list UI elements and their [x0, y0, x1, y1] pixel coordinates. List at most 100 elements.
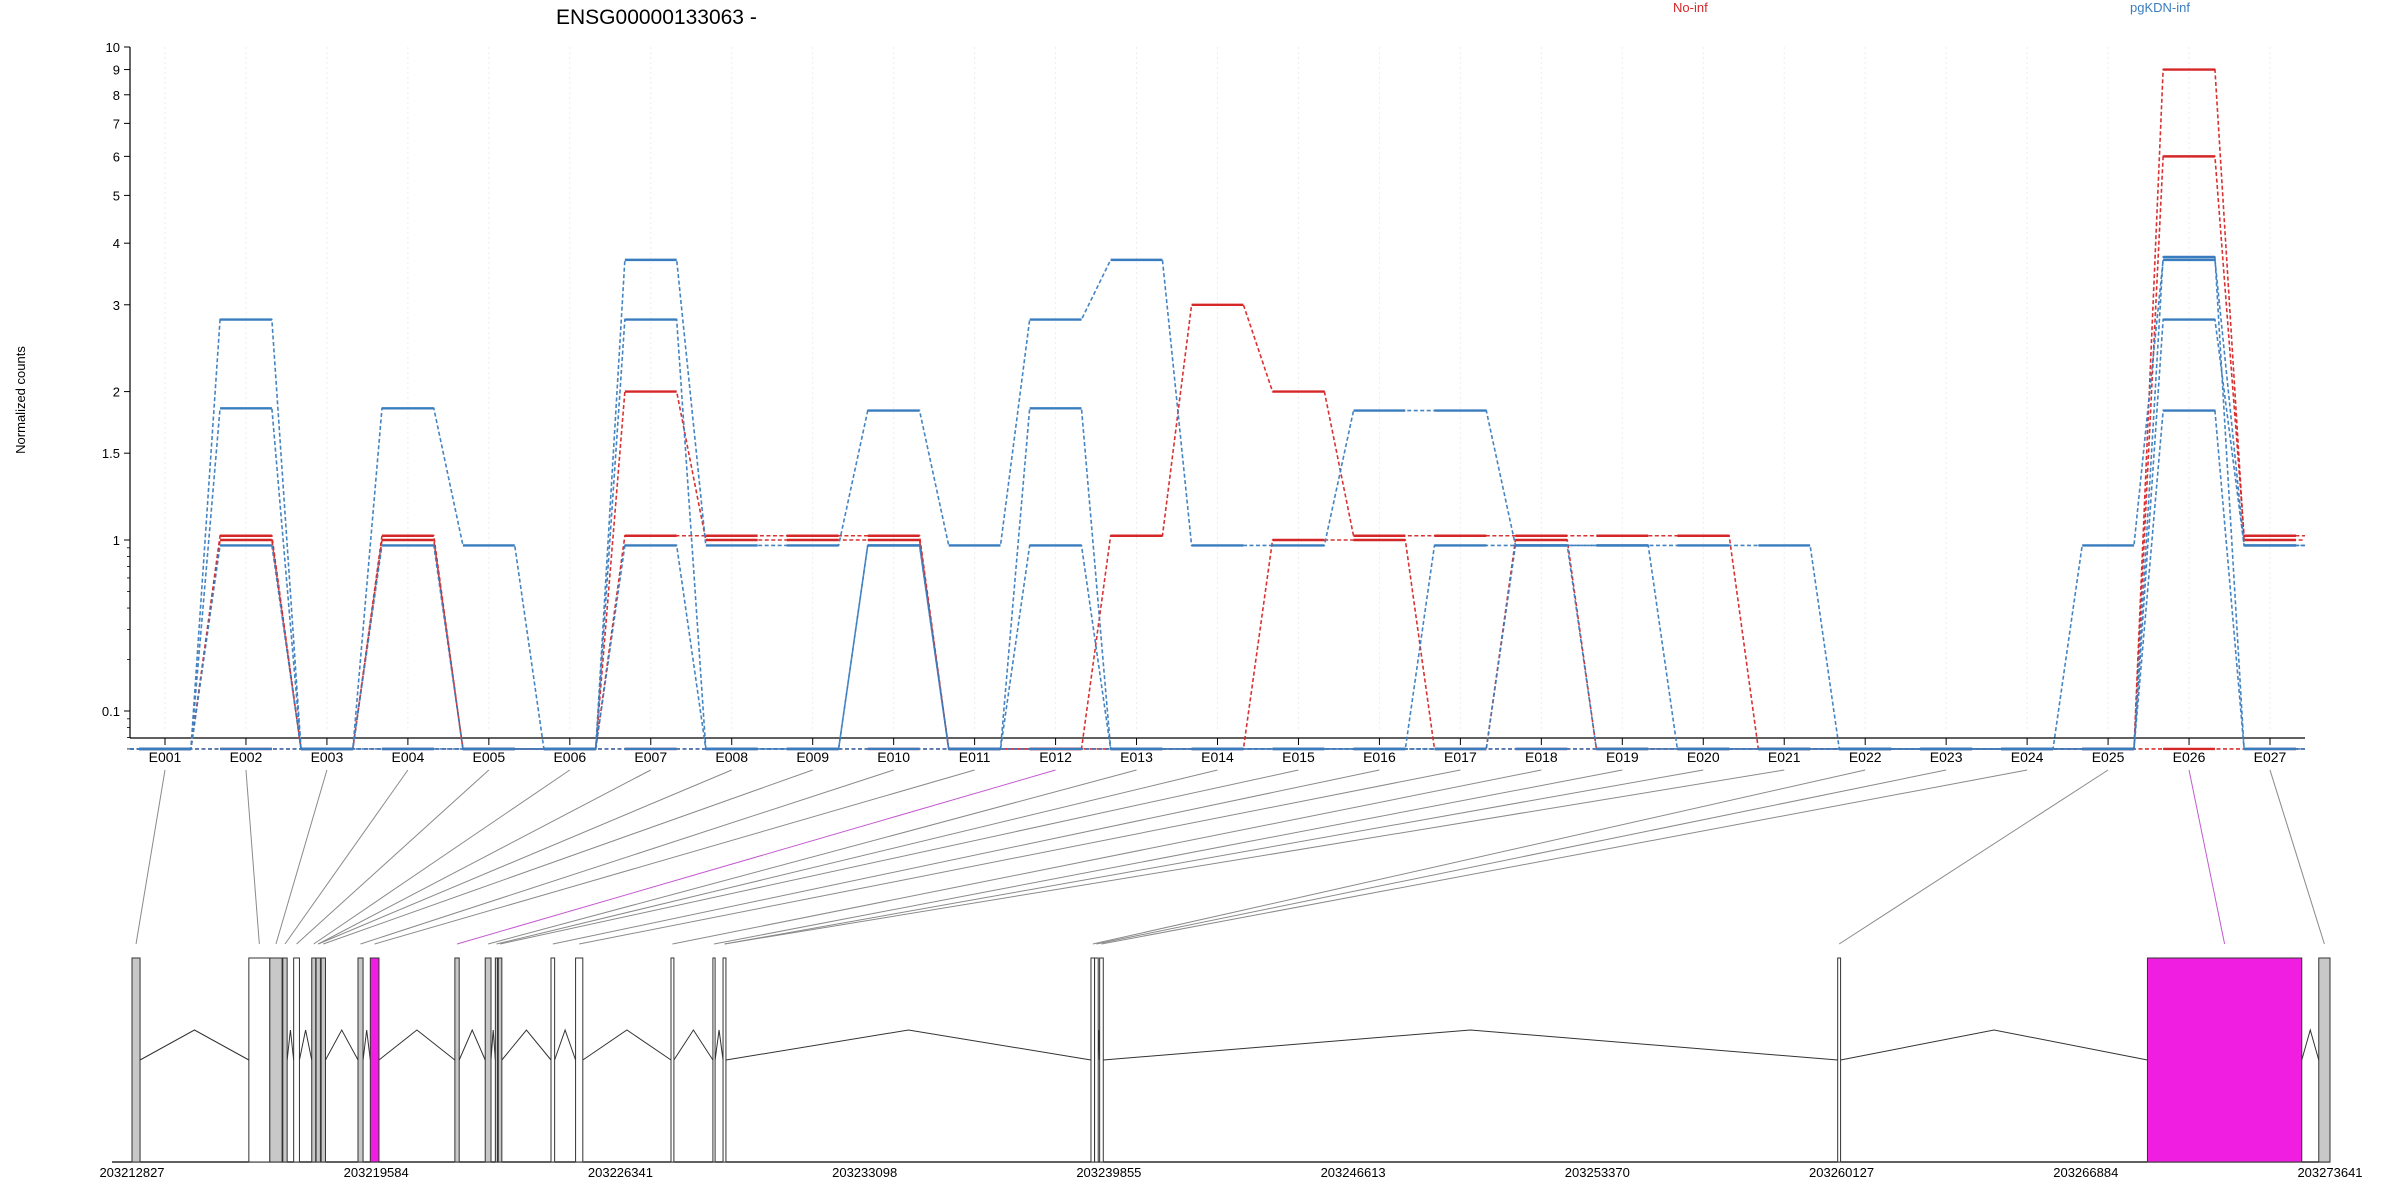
exon-box [315, 957, 321, 1163]
intron-line [725, 1029, 1092, 1061]
exon-box [1090, 957, 1096, 1163]
y-tick-label: 1.5 [102, 446, 120, 461]
x-tick-label: E012 [1039, 749, 1072, 765]
x-tick-label: E017 [1444, 749, 1477, 765]
exon-connector [456, 769, 1056, 945]
x-tick-label: E005 [472, 749, 505, 765]
x-tick-label: E013 [1120, 749, 1153, 765]
x-tick-label: E022 [1849, 749, 1882, 765]
y-tick-label: 1 [113, 533, 120, 548]
y-axis-label: Normalized counts [13, 346, 28, 454]
exon-connector [296, 769, 490, 945]
exon-box [1099, 957, 1104, 1163]
exon-connector [724, 769, 1704, 945]
intron-line [554, 1028, 577, 1061]
x-tick-label: E015 [1282, 749, 1315, 765]
exon-connector [2188, 769, 2226, 945]
x-tick-label: E007 [634, 749, 667, 765]
y-tick-label: 7 [113, 116, 120, 131]
x-tick-label: E018 [1525, 749, 1558, 765]
intron-line [501, 1029, 552, 1061]
x-tick-label: E010 [877, 749, 910, 765]
legend-label-no-inf: No-inf [1673, 0, 1708, 15]
intron-line [378, 1029, 456, 1061]
chart-title: ENSG00000133063 - [556, 6, 757, 29]
exon-connector [135, 769, 166, 945]
genomic-tick-label: 203260127 [1809, 1165, 1874, 1180]
plot-area: 0.1 1 1.5 2 3 4 5 6 7 8 9 10 E001 E002 E003 E004 E005 E00… [102, 40, 2305, 765]
exon-connector [323, 769, 813, 945]
exon-connector [672, 769, 1542, 945]
intron-line [582, 1029, 672, 1061]
exon-connector [1838, 769, 2109, 945]
exon-box [454, 957, 460, 1163]
genomic-tick-label: 203253370 [1565, 1165, 1630, 1180]
exon-connector [1092, 769, 1866, 945]
exon-box [320, 957, 326, 1163]
genomic-tick-label: 203273641 [2297, 1165, 2362, 1180]
intron-line [490, 1029, 496, 1061]
exon-connector [313, 769, 571, 945]
intron-line [362, 1029, 371, 1061]
y-tick-label: 4 [113, 236, 120, 251]
exon-box [369, 957, 380, 1163]
intron-line [1103, 1029, 1838, 1061]
x-tick-label: E023 [1930, 749, 1963, 765]
exon-connector [487, 769, 1137, 945]
y-tick-label: 6 [113, 149, 120, 164]
genomic-tick-label: 203246613 [1321, 1165, 1386, 1180]
genomic-tick-label: 203219584 [344, 1165, 409, 1180]
intron-line [458, 1028, 486, 1061]
x-tick-label: E011 [959, 749, 991, 765]
x-tick-label: E016 [1363, 749, 1396, 765]
exon-box [550, 957, 556, 1163]
intron-line [673, 1029, 714, 1061]
exon-connector [318, 769, 732, 945]
intron-line [1840, 1029, 2148, 1061]
y-tick-label: 3 [113, 298, 120, 313]
x-tick-label: E006 [553, 749, 586, 765]
exon-box [2318, 957, 2331, 1163]
genomic-tick-label: 203226341 [588, 1165, 653, 1180]
genomic-tick-label: 203212827 [99, 1165, 164, 1180]
exon-box [269, 957, 283, 1163]
x-tick-label: E020 [1687, 749, 1720, 765]
x-tick-label: E019 [1606, 749, 1639, 765]
exon-box [722, 957, 727, 1163]
exon-connector [552, 769, 1380, 945]
genomic-tick-label: 203239855 [1076, 1165, 1141, 1180]
exon-box [248, 957, 271, 1163]
x-tick-label: E009 [796, 749, 829, 765]
exon-connector [496, 769, 1218, 945]
genomic-tick-label: 203233098 [832, 1165, 897, 1180]
exon-connector [275, 769, 328, 945]
y-tick-label: 10 [106, 40, 120, 55]
exon-box [311, 957, 317, 1163]
x-tick-label: E021 [1768, 749, 1801, 765]
exon-connector [724, 769, 1785, 945]
intron-line [286, 1029, 295, 1061]
intron-line [139, 1029, 250, 1061]
exon-box [712, 957, 716, 1163]
exon-box [575, 957, 584, 1163]
y-tick-label: 8 [113, 88, 120, 103]
x-tick-label: E001 [149, 749, 182, 765]
y-tick-label: 9 [113, 63, 120, 78]
intron-line [298, 1029, 313, 1061]
x-tick-label: E026 [2173, 749, 2206, 765]
exon-box [131, 957, 141, 1163]
exon-connector [360, 769, 894, 945]
exon-connector [1101, 769, 2028, 945]
exon-box [1837, 957, 1842, 1163]
exon-connector [579, 769, 1461, 945]
exon-box [357, 957, 364, 1163]
y-tick-label: 5 [113, 188, 120, 203]
x-tick-label: E025 [2092, 749, 2125, 765]
exon-connector [1096, 769, 1947, 945]
exon-connector [245, 769, 260, 945]
exon-box [2146, 957, 2303, 1163]
x-tick-label: E008 [715, 749, 748, 765]
genomic-tick-label: 203266884 [2053, 1165, 2118, 1180]
exon-box [1094, 957, 1099, 1163]
